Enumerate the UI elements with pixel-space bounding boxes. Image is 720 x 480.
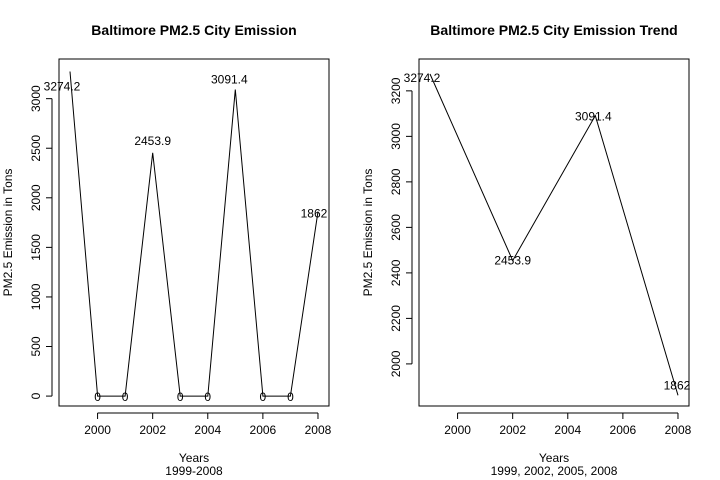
chart-2-x-axis-subtitle: 1999, 2002, 2005, 2008 bbox=[491, 464, 618, 478]
chart-2-point-label-0: 3274.2 bbox=[404, 71, 441, 85]
chart-2-y-tick-label-4: 2800 bbox=[389, 168, 403, 195]
chart-1-x-axis-subtitle: 1999-2008 bbox=[165, 464, 223, 478]
chart-1-y-tick-label-2: 1000 bbox=[29, 283, 43, 310]
chart-2-point-label-2: 3091.4 bbox=[575, 110, 612, 124]
chart-2-plot-frame bbox=[418, 58, 690, 407]
chart-1-y-tick-label-0: 0 bbox=[29, 392, 43, 399]
chart-2-x-axis-title: Years bbox=[539, 451, 569, 465]
chart-1-x-axis-title: Years bbox=[179, 451, 209, 465]
chart-1-series-line bbox=[69, 71, 319, 397]
chart-1-y-tick-label-3: 1500 bbox=[29, 234, 43, 261]
chart-1-y-tick-label-6: 3000 bbox=[29, 85, 43, 112]
chart-1-title: Baltimore PM2.5 City Emission bbox=[91, 22, 296, 38]
chart-1-point-label-1: 0 bbox=[94, 390, 101, 404]
chart-1: Baltimore PM2.5 City Emission 2000 2002 200… bbox=[1, 22, 332, 478]
chart-2-point-label-3: 1862 bbox=[664, 378, 691, 392]
chart-1-point-label-8: 0 bbox=[287, 390, 294, 404]
chart-2-point-label-1: 2453.9 bbox=[494, 254, 531, 268]
chart-2-y-tick-label-1: 2200 bbox=[389, 305, 403, 332]
chart-1-x-tick-label-2: 2004 bbox=[194, 423, 221, 437]
chart-2-y-axis-title: PM2.5 Emission in Tons bbox=[361, 169, 375, 297]
chart-2-series-line bbox=[429, 73, 679, 396]
chart-2-x-tick-label-0: 2000 bbox=[444, 423, 471, 437]
chart-1-point-label-6: 3091.4 bbox=[211, 73, 248, 87]
chart-2-title: Baltimore PM2.5 City Emission Trend bbox=[430, 22, 677, 38]
chart-1-x-tick-label-3: 2006 bbox=[250, 423, 277, 437]
chart-1-point-label-4: 0 bbox=[177, 390, 184, 404]
chart-2-x-tick-label-2: 2004 bbox=[554, 423, 581, 437]
chart-1-x-tick-label-1: 2002 bbox=[139, 423, 166, 437]
chart-2-y-tick-label-5: 3000 bbox=[389, 123, 403, 150]
chart-1-x-tick-label-0: 2000 bbox=[84, 423, 111, 437]
chart-1-point-label-0: 3274.2 bbox=[44, 79, 81, 93]
chart-2-y-tick-label-3: 2600 bbox=[389, 214, 403, 241]
chart-2-x-tick-label-3: 2006 bbox=[610, 423, 637, 437]
chart-1-y-tick-label-4: 2000 bbox=[29, 184, 43, 211]
chart-1-x-tick-label-4: 2008 bbox=[305, 423, 332, 437]
chart-2-x-tick-label-1: 2002 bbox=[499, 423, 526, 437]
chart-1-y-tick-label-5: 2500 bbox=[29, 135, 43, 162]
chart-2-y-tick-label-6: 3200 bbox=[389, 77, 403, 104]
chart-1-point-label-9: 1862 bbox=[301, 206, 328, 220]
chart-1-plot-frame bbox=[58, 58, 330, 407]
chart-1-point-label-3: 2453.9 bbox=[134, 134, 171, 148]
chart-1-point-label-7: 0 bbox=[260, 390, 267, 404]
chart-2: Baltimore PM2.5 City Emission Trend 2000 2… bbox=[361, 22, 692, 478]
chart-1-y-tick-label-1: 500 bbox=[29, 336, 43, 356]
chart-1-point-label-2: 0 bbox=[122, 390, 129, 404]
chart-1-y-axis-title: PM2.5 Emission in Tons bbox=[1, 169, 15, 297]
chart-2-x-tick-label-4: 2008 bbox=[665, 423, 692, 437]
chart-2-y-tick-label-2: 2400 bbox=[389, 259, 403, 286]
chart-2-y-tick-label-0: 2000 bbox=[389, 350, 403, 377]
chart-1-point-label-5: 0 bbox=[204, 390, 211, 404]
